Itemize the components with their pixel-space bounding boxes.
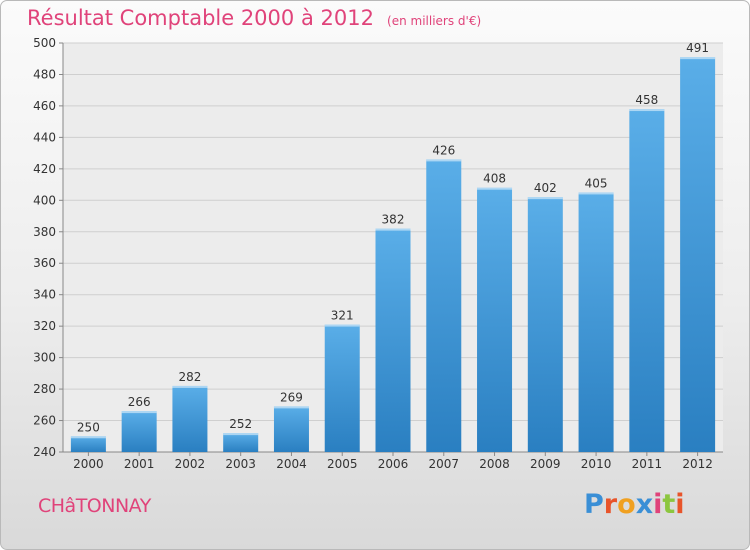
bar <box>477 187 513 452</box>
data-label: 252 <box>229 417 252 431</box>
bar <box>375 228 411 452</box>
logo-letter: r <box>603 489 618 520</box>
y-tick-label: 480 <box>33 67 56 81</box>
y-tick-label: 400 <box>33 193 56 207</box>
bar-highlight <box>375 228 411 231</box>
bar-highlight <box>680 57 716 60</box>
bar <box>172 385 208 452</box>
data-label: 266 <box>128 395 151 409</box>
x-tick-label: 2006 <box>378 457 409 471</box>
bar <box>223 433 259 452</box>
y-tick-label: 460 <box>33 99 56 113</box>
x-tick-label: 2008 <box>479 457 510 471</box>
x-tick-label: 2012 <box>682 457 713 471</box>
proxiti-logo: Proxiti <box>584 489 685 520</box>
bar-highlight <box>527 197 563 200</box>
bar-highlight <box>273 406 309 409</box>
x-tick-label: 2000 <box>73 457 104 471</box>
data-label: 458 <box>635 93 658 107</box>
logo-letter: P <box>584 489 604 520</box>
data-label: 269 <box>280 390 303 404</box>
y-tick-label: 320 <box>33 319 56 333</box>
town-name: CHâTONNAY <box>38 495 151 517</box>
chart-title: Résultat Comptable 2000 à 2012 <box>27 6 374 30</box>
bar <box>527 197 563 452</box>
bar <box>273 406 309 452</box>
bar <box>578 192 614 452</box>
bar-highlight <box>172 385 208 388</box>
data-label: 408 <box>483 172 506 186</box>
y-tick-label: 500 <box>33 36 56 50</box>
logo-letter: x <box>635 489 654 520</box>
x-tick-label: 2001 <box>124 457 155 471</box>
x-tick-label: 2009 <box>530 457 561 471</box>
logo-letter: o <box>617 489 636 520</box>
y-tick-label: 240 <box>33 445 56 459</box>
y-tick-label: 340 <box>33 288 56 302</box>
data-label: 282 <box>178 370 201 384</box>
bar-highlight <box>70 436 106 439</box>
data-label: 491 <box>686 41 709 55</box>
y-tick-label: 360 <box>33 256 56 270</box>
logo-letter: i <box>653 489 663 520</box>
y-tick-label: 440 <box>33 130 56 144</box>
x-tick-label: 2005 <box>327 457 358 471</box>
y-tick-label: 260 <box>33 414 56 428</box>
bar-highlight <box>426 159 462 162</box>
bar-highlight <box>629 109 665 112</box>
bar-highlight <box>477 187 513 190</box>
logo-letter: i <box>675 489 685 520</box>
data-label: 382 <box>382 213 405 227</box>
x-tick-label: 2007 <box>428 457 459 471</box>
bar-highlight <box>324 324 360 327</box>
y-tick-label: 280 <box>33 382 56 396</box>
data-label: 426 <box>432 143 455 157</box>
data-label: 405 <box>585 176 608 190</box>
bar <box>121 411 157 452</box>
bar-highlight <box>121 411 157 414</box>
logo-letter: t <box>662 489 676 520</box>
bar <box>324 324 360 452</box>
y-tick-label: 380 <box>33 225 56 239</box>
data-label: 402 <box>534 181 557 195</box>
x-tick-label: 2011 <box>632 457 663 471</box>
x-tick-label: 2002 <box>175 457 206 471</box>
chart-subtitle: (en milliers d'€) <box>387 14 482 28</box>
title-line: Résultat Comptable 2000 à 2012 (en milli… <box>27 6 481 30</box>
y-tick-label: 420 <box>33 162 56 176</box>
bar <box>70 436 106 452</box>
data-label: 321 <box>331 309 354 323</box>
bar <box>680 57 716 453</box>
x-tick-label: 2004 <box>276 457 307 471</box>
bar <box>629 109 665 453</box>
bar <box>426 159 462 452</box>
x-tick-label: 2003 <box>225 457 256 471</box>
y-tick-label: 300 <box>33 351 56 365</box>
data-label: 250 <box>77 420 100 434</box>
bar-highlight <box>578 192 614 195</box>
bar-highlight <box>223 433 259 436</box>
x-tick-label: 2010 <box>581 457 612 471</box>
